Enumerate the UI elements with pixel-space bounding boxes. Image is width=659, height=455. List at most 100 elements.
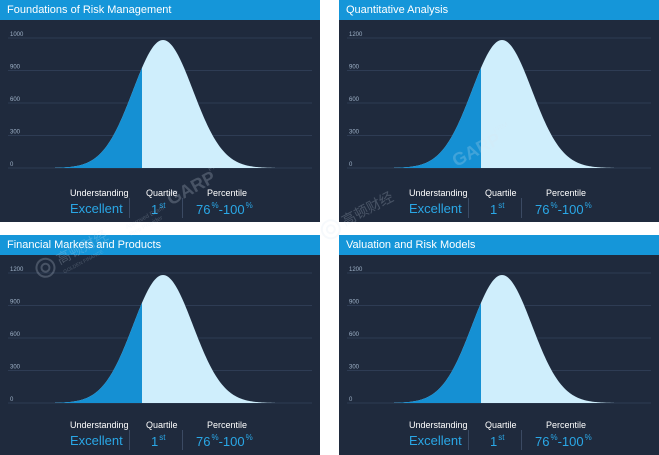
quartile-suffix: st (498, 201, 505, 210)
divider (468, 430, 469, 450)
y-tick-label: 600 (10, 97, 21, 103)
panel-title: Quantitative Analysis (339, 0, 659, 20)
divider (468, 198, 469, 218)
quartile-suffix: st (159, 201, 166, 210)
percentile-end: -100 (557, 202, 584, 217)
y-tick-label: 1000 (10, 32, 24, 38)
stats-row: Understanding Quartile Percentile Excell… (339, 186, 659, 222)
percentile-value: 76%-100% (196, 433, 253, 449)
percentile-end-unit: % (245, 201, 253, 210)
quartile-number: 1 (151, 202, 159, 217)
y-tick-label: 300 (10, 365, 21, 371)
percentile-value: 76%-100% (535, 433, 592, 449)
percentile-start: 76 (196, 202, 211, 217)
quartile-number: 1 (490, 202, 498, 217)
quartile-label: Quartile (146, 420, 178, 430)
score-panel: Valuation and Risk Models 1200 900 600 300 0… (339, 235, 659, 455)
y-tick-label: 900 (10, 65, 21, 71)
y-tick-label: 1200 (10, 267, 24, 273)
divider (129, 430, 130, 450)
understanding-value: Excellent (409, 433, 462, 448)
percentile-end: -100 (218, 434, 245, 449)
y-tick-label: 600 (10, 332, 21, 338)
distribution-curve (55, 40, 275, 168)
understanding-value: Excellent (70, 201, 123, 216)
percentile-end-unit: % (245, 433, 253, 442)
quartile-label: Quartile (485, 420, 517, 430)
percentile-label: Percentile (207, 420, 248, 430)
stats-row: Understanding Quartile Percentile Excell… (0, 186, 320, 222)
percentile-value: 76%-100% (535, 201, 592, 217)
divider (182, 198, 183, 218)
distribution-curve (394, 40, 614, 168)
panel-title: Foundations of Risk Management (0, 0, 320, 20)
distribution-chart: 1200 900 600 300 0 (347, 32, 651, 169)
quartile-number: 1 (151, 434, 159, 449)
percentile-end-unit: % (584, 433, 592, 442)
y-tick-label: 300 (349, 130, 360, 136)
stats-row: Understanding Quartile Percentile Excell… (339, 418, 659, 454)
understanding-value: Excellent (409, 201, 462, 216)
y-tick-label: 0 (349, 397, 353, 403)
score-panel: Quantitative Analysis 1200 900 600 300 0 Und… (339, 0, 659, 222)
y-tick-label: 0 (10, 162, 14, 168)
quartile-value: 1st (151, 201, 165, 217)
y-tick-label: 1200 (349, 32, 363, 38)
y-tick-label: 900 (349, 300, 360, 306)
understanding-value: Excellent (70, 433, 123, 448)
percentile-start: 76 (535, 434, 550, 449)
distribution-chart: 1200 900 600 300 0 (347, 267, 651, 404)
y-tick-label: 600 (349, 332, 360, 338)
percentile-start-unit: % (550, 433, 558, 442)
panel-title: Valuation and Risk Models (339, 235, 659, 255)
quartile-label: Quartile (485, 188, 517, 198)
distribution-curve (394, 275, 614, 403)
percentile-end: -100 (218, 202, 245, 217)
y-tick-label: 0 (349, 162, 353, 168)
quartile-value: 1st (151, 433, 165, 449)
percentile-value: 76%-100% (196, 201, 253, 217)
distribution-chart: 1200 900 600 300 0 (8, 267, 312, 404)
shaded-area (55, 302, 142, 403)
stats-row: Understanding Quartile Percentile Excell… (0, 418, 320, 454)
divider (182, 430, 183, 450)
understanding-label: Understanding (70, 188, 129, 198)
score-panel: Foundations of Risk Management 1000 900 60… (0, 0, 320, 222)
percentile-end-unit: % (584, 201, 592, 210)
percentile-start-unit: % (211, 201, 219, 210)
y-tick-label: 0 (10, 397, 14, 403)
quartile-value: 1st (490, 433, 504, 449)
understanding-label: Understanding (70, 420, 129, 430)
percentile-label: Percentile (546, 188, 587, 198)
divider (129, 198, 130, 218)
quartile-suffix: st (159, 433, 166, 442)
y-tick-label: 600 (349, 97, 360, 103)
percentile-start: 76 (535, 202, 550, 217)
y-tick-label: 1200 (349, 267, 363, 273)
percentile-end: -100 (557, 434, 584, 449)
y-tick-label: 300 (10, 130, 21, 136)
understanding-label: Understanding (409, 420, 468, 430)
quartile-value: 1st (490, 201, 504, 217)
y-tick-label: 900 (349, 65, 360, 71)
y-tick-label: 900 (10, 300, 21, 306)
quartile-number: 1 (490, 434, 498, 449)
shaded-area (55, 67, 142, 168)
percentile-start-unit: % (211, 433, 219, 442)
score-panel: Financial Markets and Products 1200 900 60… (0, 235, 320, 455)
understanding-label: Understanding (409, 188, 468, 198)
percentile-label: Percentile (207, 188, 248, 198)
distribution-chart: 1000 900 600 300 0 (8, 32, 312, 169)
quartile-suffix: st (498, 433, 505, 442)
quartile-label: Quartile (146, 188, 178, 198)
shaded-area (394, 302, 481, 403)
shaded-area (394, 67, 481, 168)
distribution-curve (55, 275, 275, 403)
divider (521, 430, 522, 450)
y-tick-label: 300 (349, 365, 360, 371)
percentile-start-unit: % (550, 201, 558, 210)
divider (521, 198, 522, 218)
percentile-start: 76 (196, 434, 211, 449)
percentile-label: Percentile (546, 420, 587, 430)
panel-title: Financial Markets and Products (0, 235, 320, 255)
